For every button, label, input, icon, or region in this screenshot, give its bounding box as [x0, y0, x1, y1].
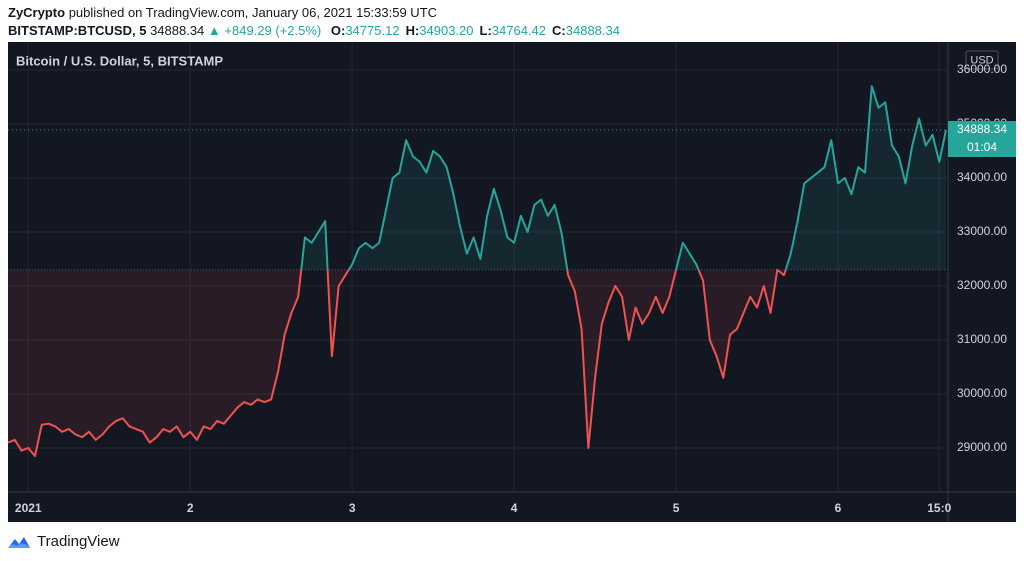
ohlc-value: 34903.20: [419, 23, 474, 38]
ohlc-label: H:: [405, 23, 420, 38]
x-tick-label: 4: [511, 501, 518, 515]
currency-box: [965, 50, 999, 70]
countdown-box: [948, 139, 1016, 158]
author: ZyCrypto: [8, 5, 66, 20]
brand: TradingView: [37, 533, 120, 550]
chart-title: Bitcoin / U.S. Dollar, 5, BITSTAMP: [16, 53, 223, 68]
logo-icon: [8, 536, 30, 548]
x-tick-label: 2021: [15, 501, 42, 515]
line-up: [300, 85, 947, 270]
y-tick-label: 34000.00: [957, 170, 1007, 184]
x-tick-label: 3: [349, 501, 356, 515]
x-tick-label: 5: [673, 501, 680, 515]
price: 34888.34: [150, 23, 205, 38]
y-tick-label: 36000.00: [957, 62, 1007, 76]
last-price-box: [948, 121, 1016, 140]
y-tick-label: 33000.00: [957, 224, 1007, 238]
ohlc-value: 34775.12: [345, 23, 400, 38]
publish-line: ZyCrypto published on TradingView.com, J…: [8, 5, 437, 20]
countdown: 01:04: [967, 140, 997, 154]
brand-logo: TradingView: [6, 533, 120, 550]
last-price-label: 34888.34: [957, 122, 1007, 136]
y-tick-label: 32000.00: [957, 278, 1007, 292]
y-tick-label: 29000.00: [957, 440, 1007, 454]
quote-line: BITSTAMP:BTCUSD, 5 34888.34 ▲ +849.29 (+…: [8, 23, 620, 38]
area-up: [8, 86, 946, 270]
y-tick-label: 31000.00: [957, 332, 1007, 346]
y-tick-label: 30000.00: [957, 386, 1007, 400]
ohlc-value: 34764.42: [491, 23, 547, 38]
x-tick-label: 15:0: [927, 501, 951, 515]
x-tick-label: 2: [187, 501, 194, 515]
currency: USD: [970, 54, 993, 66]
ohlc-label: C:: [552, 23, 566, 38]
chart-background: [8, 42, 1016, 522]
ohlc-label: O:: [330, 23, 346, 38]
line-down: [8, 269, 787, 458]
ohlc: O:34775.12 H:34903.20 L:34764.42 C:34888.34: [325, 23, 620, 38]
x-tick-label: 6: [835, 501, 842, 515]
change: ▲ +849.29 (+2.5%): [207, 23, 322, 38]
ohlc-value: 34888.34: [565, 23, 620, 38]
ohlc-label: L:: [479, 23, 492, 38]
symbol: BITSTAMP:BTCUSD, 5: [8, 23, 147, 38]
published: published on TradingView.com, January 06…: [68, 5, 438, 20]
